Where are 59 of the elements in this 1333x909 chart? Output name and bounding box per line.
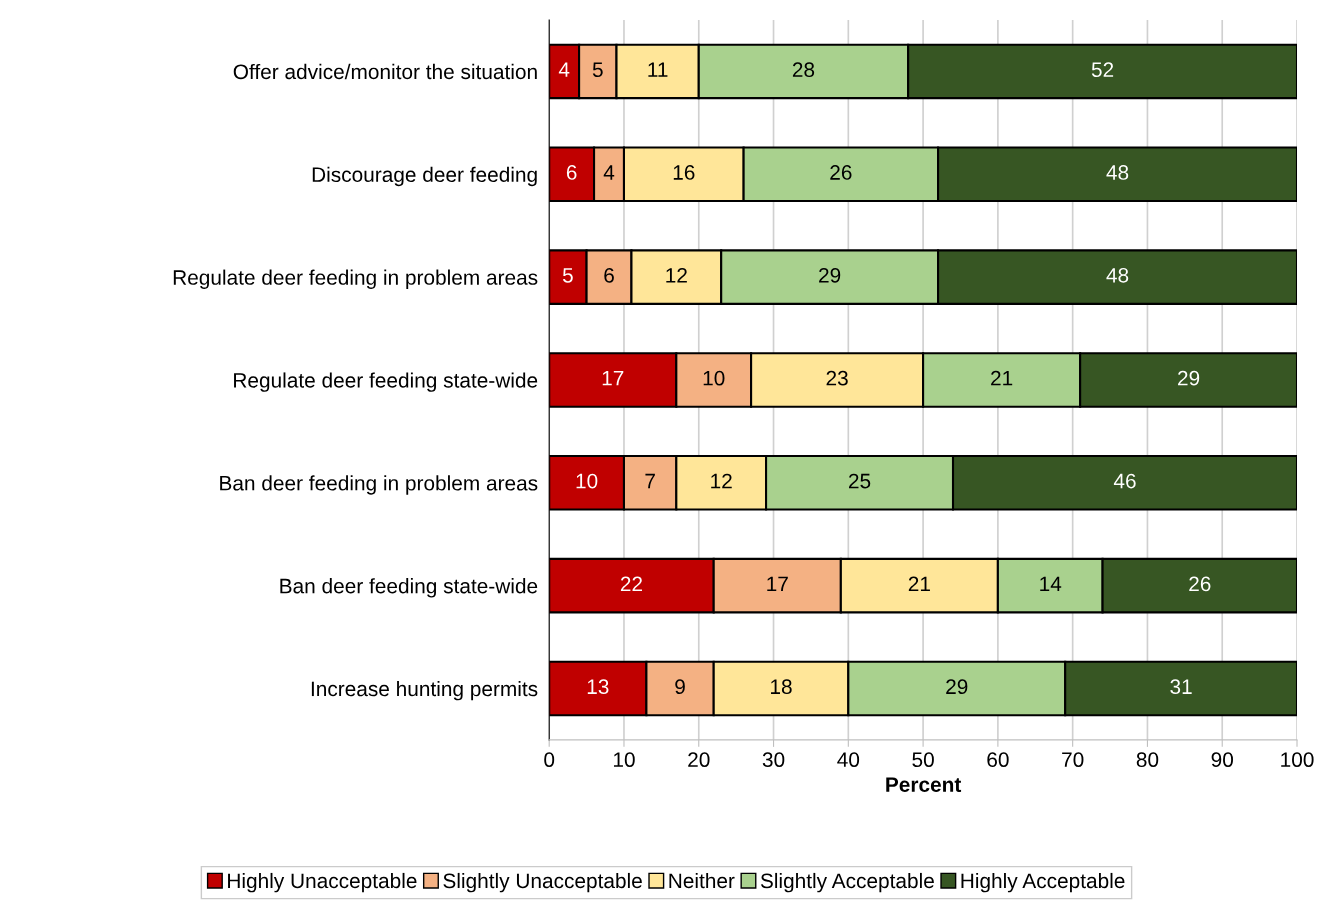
y-tick-label: Offer advice/monitor the situation <box>233 63 537 80</box>
data-label: 48 <box>1106 165 1129 180</box>
y-tick-label: Discourage deer feeding <box>312 166 537 187</box>
legend-label: Slightly Acceptable <box>760 872 934 893</box>
data-label: 14 <box>1040 576 1062 592</box>
y-tick-label: Increase hunting permits <box>311 680 538 701</box>
data-label: 12 <box>666 267 687 283</box>
legend-label: Highly Unacceptable <box>228 872 417 893</box>
x-tick-label: 0 <box>544 752 555 768</box>
data-label: 29 <box>1178 370 1200 386</box>
data-label: 26 <box>1189 576 1211 592</box>
data-label: 21 <box>991 370 1013 386</box>
legend-label: Slightly Unacceptable <box>443 872 642 893</box>
data-label: 13 <box>587 679 609 695</box>
x-tick-label: 30 <box>762 752 785 768</box>
data-label: 17 <box>602 371 624 386</box>
data-label: 17 <box>767 576 788 592</box>
data-label: 4 <box>603 165 615 180</box>
x-tick-label: 70 <box>1062 752 1084 768</box>
data-label: 46 <box>1113 473 1136 489</box>
data-label: 16 <box>673 165 695 180</box>
x-tick-label: 100 <box>1281 752 1314 768</box>
data-label: 10 <box>576 473 598 489</box>
data-label: 12 <box>711 473 732 489</box>
data-label: 25 <box>849 473 871 489</box>
x-axis-title: Percent <box>886 777 962 793</box>
x-tick-label: 40 <box>837 752 860 768</box>
y-tick-label: Ban deer feeding in problem areas <box>220 475 538 495</box>
data-label: 5 <box>562 268 573 283</box>
x-tick-label: 60 <box>987 752 1009 768</box>
data-label: 23 <box>826 370 848 386</box>
data-label: 29 <box>819 267 841 283</box>
data-label: 6 <box>604 267 614 283</box>
y-tick-label: Regulate deer feeding in problem areas <box>173 269 538 289</box>
x-tick-label: 90 <box>1211 752 1233 768</box>
data-label: 11 <box>648 62 668 77</box>
data-label: 48 <box>1106 267 1129 283</box>
data-label: 4 <box>558 62 570 77</box>
legend-label: Highly Acceptable <box>961 872 1125 893</box>
data-label: 6 <box>566 165 577 180</box>
x-tick-label: 10 <box>613 752 635 768</box>
data-label: 18 <box>771 679 792 695</box>
data-label: 5 <box>592 62 603 78</box>
data-label: 26 <box>830 165 852 180</box>
x-tick-label: 20 <box>688 752 710 768</box>
data-label: 29 <box>946 679 968 695</box>
data-label: 22 <box>620 576 642 592</box>
y-tick-label: Ban deer feeding state-wide <box>280 578 538 598</box>
data-label: 10 <box>703 370 725 386</box>
data-label: 28 <box>792 62 815 78</box>
data-label: 31 <box>1170 679 1192 695</box>
x-tick-label: 80 <box>1136 752 1159 768</box>
data-label: 21 <box>908 576 930 592</box>
data-label: 9 <box>675 679 685 695</box>
data-label: 52 <box>1091 62 1114 78</box>
legend-label: Neither <box>669 872 735 889</box>
data-label: 7 <box>645 473 655 489</box>
x-tick-label: 50 <box>912 752 934 768</box>
y-tick-label: Regulate deer feeding state-wide <box>234 372 538 392</box>
